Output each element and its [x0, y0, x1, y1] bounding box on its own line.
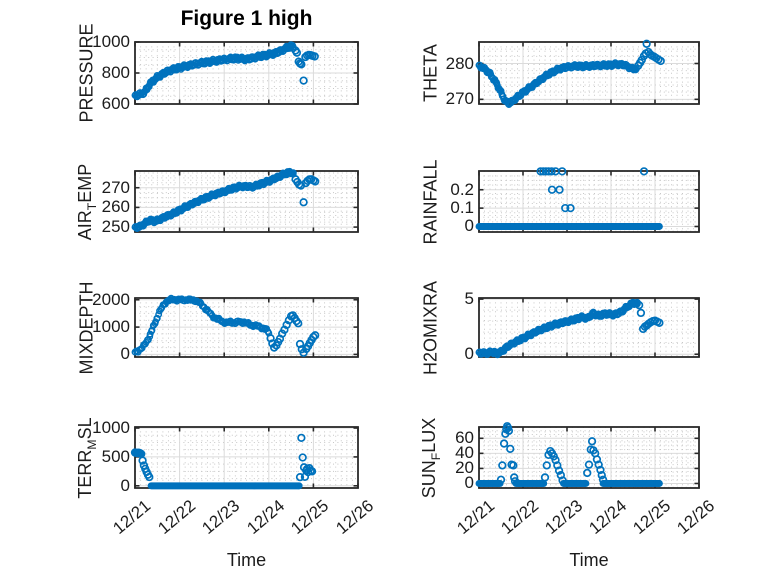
y-tick-label: 280	[445, 53, 474, 73]
x-tick-label: 12/24	[585, 496, 631, 538]
x-tick-label: 12/24	[243, 496, 289, 538]
y-tick-label: 20	[455, 458, 474, 478]
x-tick-label: 12/25	[287, 496, 333, 538]
y-axis-label-sun_flux: SUNFLUX	[419, 417, 443, 498]
subplot-sun_flux	[475, 422, 700, 489]
y-tick-label: 0	[464, 473, 474, 493]
subplot-mixdepth	[131, 294, 359, 358]
y-tick-label: 0	[120, 475, 130, 495]
y-tick-label: 60	[455, 428, 474, 448]
axes-box	[134, 41, 359, 105]
subplot-terr_msl	[130, 426, 359, 490]
data-points	[131, 294, 320, 357]
subplot-rainfall	[475, 167, 700, 233]
y-axis-label-air_temp: AIRTEMP	[75, 163, 99, 240]
minor-grid	[479, 170, 699, 232]
y-axis-label-terr_msl: TERRMSL	[75, 416, 99, 499]
plot-area-mixdepth	[131, 294, 359, 358]
y-tick-label: 600	[101, 94, 130, 113]
y-tick-label: 0.1	[450, 198, 474, 218]
plot-area-pressure	[131, 41, 359, 105]
figure-title: Figure 1 high	[180, 7, 313, 30]
x-tick-label: 12/22	[497, 496, 543, 538]
plot-area-air_temp	[131, 167, 359, 233]
y-tick-label: 500	[101, 446, 130, 466]
minor-grid	[135, 171, 358, 233]
plot-area-sun_flux	[475, 422, 700, 489]
x-tick-label: 12/21	[453, 496, 499, 538]
data-points	[131, 41, 319, 101]
y-tick-label: 800	[101, 63, 130, 82]
minor-grid	[135, 427, 358, 488]
y-tick-label: 2000	[92, 289, 130, 309]
y-axis-label-theta: THETA	[420, 44, 441, 102]
data-points	[475, 39, 665, 108]
y-tick-label: 0	[464, 344, 474, 364]
minor-grid	[479, 298, 699, 357]
major-grid	[479, 298, 699, 357]
y-tick-label: 1000	[92, 418, 130, 438]
y-tick-label: 1000	[92, 317, 130, 337]
x-axis-label: Time	[569, 550, 609, 570]
plot-area-rainfall	[475, 167, 700, 233]
data-points	[131, 167, 320, 233]
plot-area-terr_msl	[130, 426, 359, 490]
axes-box	[478, 41, 700, 105]
subplot-pressure	[131, 41, 359, 105]
data-points	[475, 167, 663, 230]
y-axis-label-pressure: PRESSURE	[76, 23, 97, 123]
x-tick-label: 12/26	[673, 496, 719, 538]
x-axis-label: Time	[226, 550, 267, 570]
plot-area-h2omixra	[475, 297, 700, 359]
y-axis-label-h2omixra: H2OMIXRA	[420, 280, 441, 375]
data-points	[475, 298, 664, 359]
x-tick-label: 12/23	[541, 496, 587, 538]
y-tick-label: 250	[101, 217, 130, 237]
minor-grid	[479, 41, 699, 104]
y-tick-label: 0	[464, 216, 474, 236]
y-tick-label: 40	[455, 443, 474, 463]
y-tick-label: 270	[101, 177, 130, 197]
subplot-h2omixra	[475, 297, 700, 359]
plot-area-theta	[475, 39, 700, 108]
y-axis-label-rainfall: RAINFALL	[420, 158, 441, 245]
y-tick-label: 270	[445, 89, 474, 109]
x-tick-label: 12/25	[629, 496, 675, 538]
y-tick-label: 1000	[92, 32, 130, 51]
y-tick-label: 0	[120, 344, 130, 364]
y-axis-label-mixdepth: MIXDEPTH	[76, 280, 97, 375]
x-tick-label: 12/21	[109, 496, 155, 538]
x-tick-label: 12/22	[154, 496, 199, 538]
y-tick-label: 260	[101, 197, 130, 217]
x-tick-label: 12/23	[198, 496, 244, 538]
y-tick-label: 0.2	[450, 179, 474, 199]
axes-box	[134, 170, 359, 233]
y-tick-label: 5	[464, 289, 474, 309]
data-points	[475, 422, 663, 487]
x-tick-label: 12/26	[332, 496, 378, 538]
subplot-air_temp	[131, 167, 359, 233]
data-points	[130, 433, 317, 490]
subplot-theta	[475, 39, 700, 108]
